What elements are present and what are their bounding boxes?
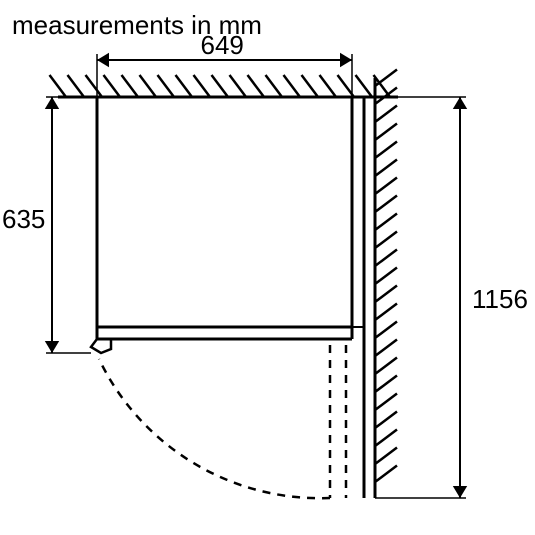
- technical-drawing: [0, 0, 535, 535]
